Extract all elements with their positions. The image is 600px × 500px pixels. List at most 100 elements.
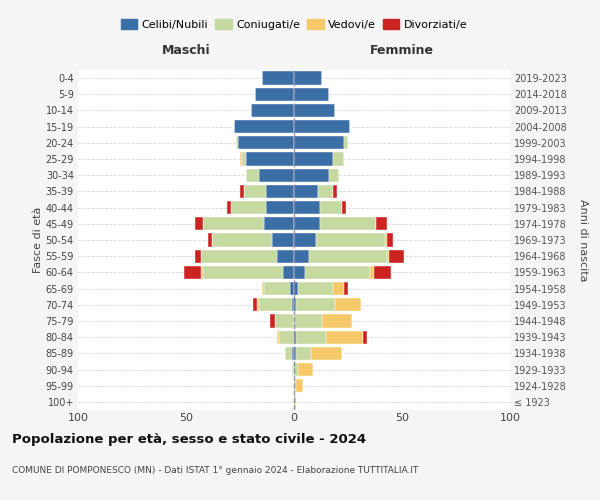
Bar xyxy=(247,152,294,166)
Bar xyxy=(262,72,294,85)
Bar xyxy=(266,185,294,198)
Bar xyxy=(294,136,344,149)
Text: Popolazione per età, sesso e stato civile - 2024: Popolazione per età, sesso e stato civil… xyxy=(12,432,366,446)
Bar xyxy=(275,314,294,328)
Bar xyxy=(296,379,302,392)
Bar xyxy=(374,266,391,279)
Bar xyxy=(387,234,394,246)
Bar xyxy=(294,363,298,376)
Bar xyxy=(294,282,298,295)
Bar xyxy=(389,250,404,263)
Bar xyxy=(294,185,318,198)
Bar xyxy=(335,298,361,312)
Bar xyxy=(305,266,370,279)
Bar xyxy=(322,314,352,328)
Bar xyxy=(201,250,277,263)
Bar xyxy=(255,88,294,101)
Bar xyxy=(270,314,275,328)
Bar xyxy=(292,298,294,312)
Y-axis label: Anni di nascita: Anni di nascita xyxy=(578,198,588,281)
Bar xyxy=(344,282,348,295)
Bar xyxy=(387,250,389,263)
Bar xyxy=(257,298,259,312)
Bar xyxy=(208,234,212,246)
Bar xyxy=(316,234,385,246)
Bar xyxy=(244,185,266,198)
Bar xyxy=(294,72,322,85)
Bar xyxy=(290,282,294,295)
Bar xyxy=(294,314,322,328)
Bar xyxy=(203,217,264,230)
Bar xyxy=(344,136,348,149)
Text: Maschi: Maschi xyxy=(161,44,211,57)
Bar xyxy=(294,120,350,134)
Bar xyxy=(184,266,201,279)
Bar xyxy=(318,185,333,198)
Bar xyxy=(227,201,232,214)
Bar xyxy=(298,363,313,376)
Bar xyxy=(259,298,292,312)
Bar xyxy=(294,152,333,166)
Text: Femmine: Femmine xyxy=(370,44,434,57)
Bar xyxy=(251,104,294,117)
Bar xyxy=(294,330,296,344)
Bar xyxy=(320,201,341,214)
Bar xyxy=(385,234,387,246)
Bar xyxy=(266,201,294,214)
Bar xyxy=(376,217,387,230)
Bar xyxy=(296,346,311,360)
Bar xyxy=(212,234,272,246)
Bar xyxy=(298,282,333,295)
Bar xyxy=(294,168,329,182)
Bar xyxy=(247,168,259,182)
Bar xyxy=(294,104,335,117)
Legend: Celibi/Nubili, Coniugati/e, Vedovi/e, Divorziati/e: Celibi/Nubili, Coniugati/e, Vedovi/e, Di… xyxy=(116,14,472,34)
Bar xyxy=(240,185,244,198)
Bar xyxy=(294,298,296,312)
Bar xyxy=(292,363,294,376)
Bar xyxy=(279,330,294,344)
Bar xyxy=(333,185,337,198)
Bar xyxy=(259,168,294,182)
Bar xyxy=(236,136,238,149)
Bar xyxy=(326,330,363,344)
Bar xyxy=(294,201,320,214)
Bar xyxy=(309,250,387,263)
Bar xyxy=(238,136,294,149)
Bar xyxy=(333,282,344,295)
Bar xyxy=(292,346,294,360)
Bar xyxy=(194,250,201,263)
Bar xyxy=(294,234,316,246)
Bar xyxy=(240,152,242,166)
Bar xyxy=(363,330,367,344)
Bar xyxy=(277,330,279,344)
Bar xyxy=(294,396,296,408)
Bar xyxy=(296,330,326,344)
Bar xyxy=(294,379,296,392)
Bar xyxy=(253,298,257,312)
Bar xyxy=(286,346,292,360)
Bar xyxy=(203,266,283,279)
Bar xyxy=(264,282,290,295)
Bar xyxy=(341,201,346,214)
Bar xyxy=(272,234,294,246)
Bar xyxy=(294,346,296,360)
Bar xyxy=(262,282,264,295)
Bar xyxy=(233,120,294,134)
Y-axis label: Fasce di età: Fasce di età xyxy=(32,207,43,273)
Bar xyxy=(294,266,305,279)
Text: COMUNE DI POMPONESCO (MN) - Dati ISTAT 1° gennaio 2024 - Elaborazione TUTTITALIA: COMUNE DI POMPONESCO (MN) - Dati ISTAT 1… xyxy=(12,466,418,475)
Bar xyxy=(201,266,203,279)
Bar xyxy=(294,250,309,263)
Bar xyxy=(283,266,294,279)
Bar xyxy=(311,346,341,360)
Bar xyxy=(294,217,320,230)
Bar xyxy=(194,217,203,230)
Bar xyxy=(264,217,294,230)
Bar xyxy=(294,88,329,101)
Bar xyxy=(232,201,266,214)
Bar xyxy=(242,152,247,166)
Bar xyxy=(333,152,344,166)
Bar xyxy=(329,168,340,182)
Bar xyxy=(320,217,376,230)
